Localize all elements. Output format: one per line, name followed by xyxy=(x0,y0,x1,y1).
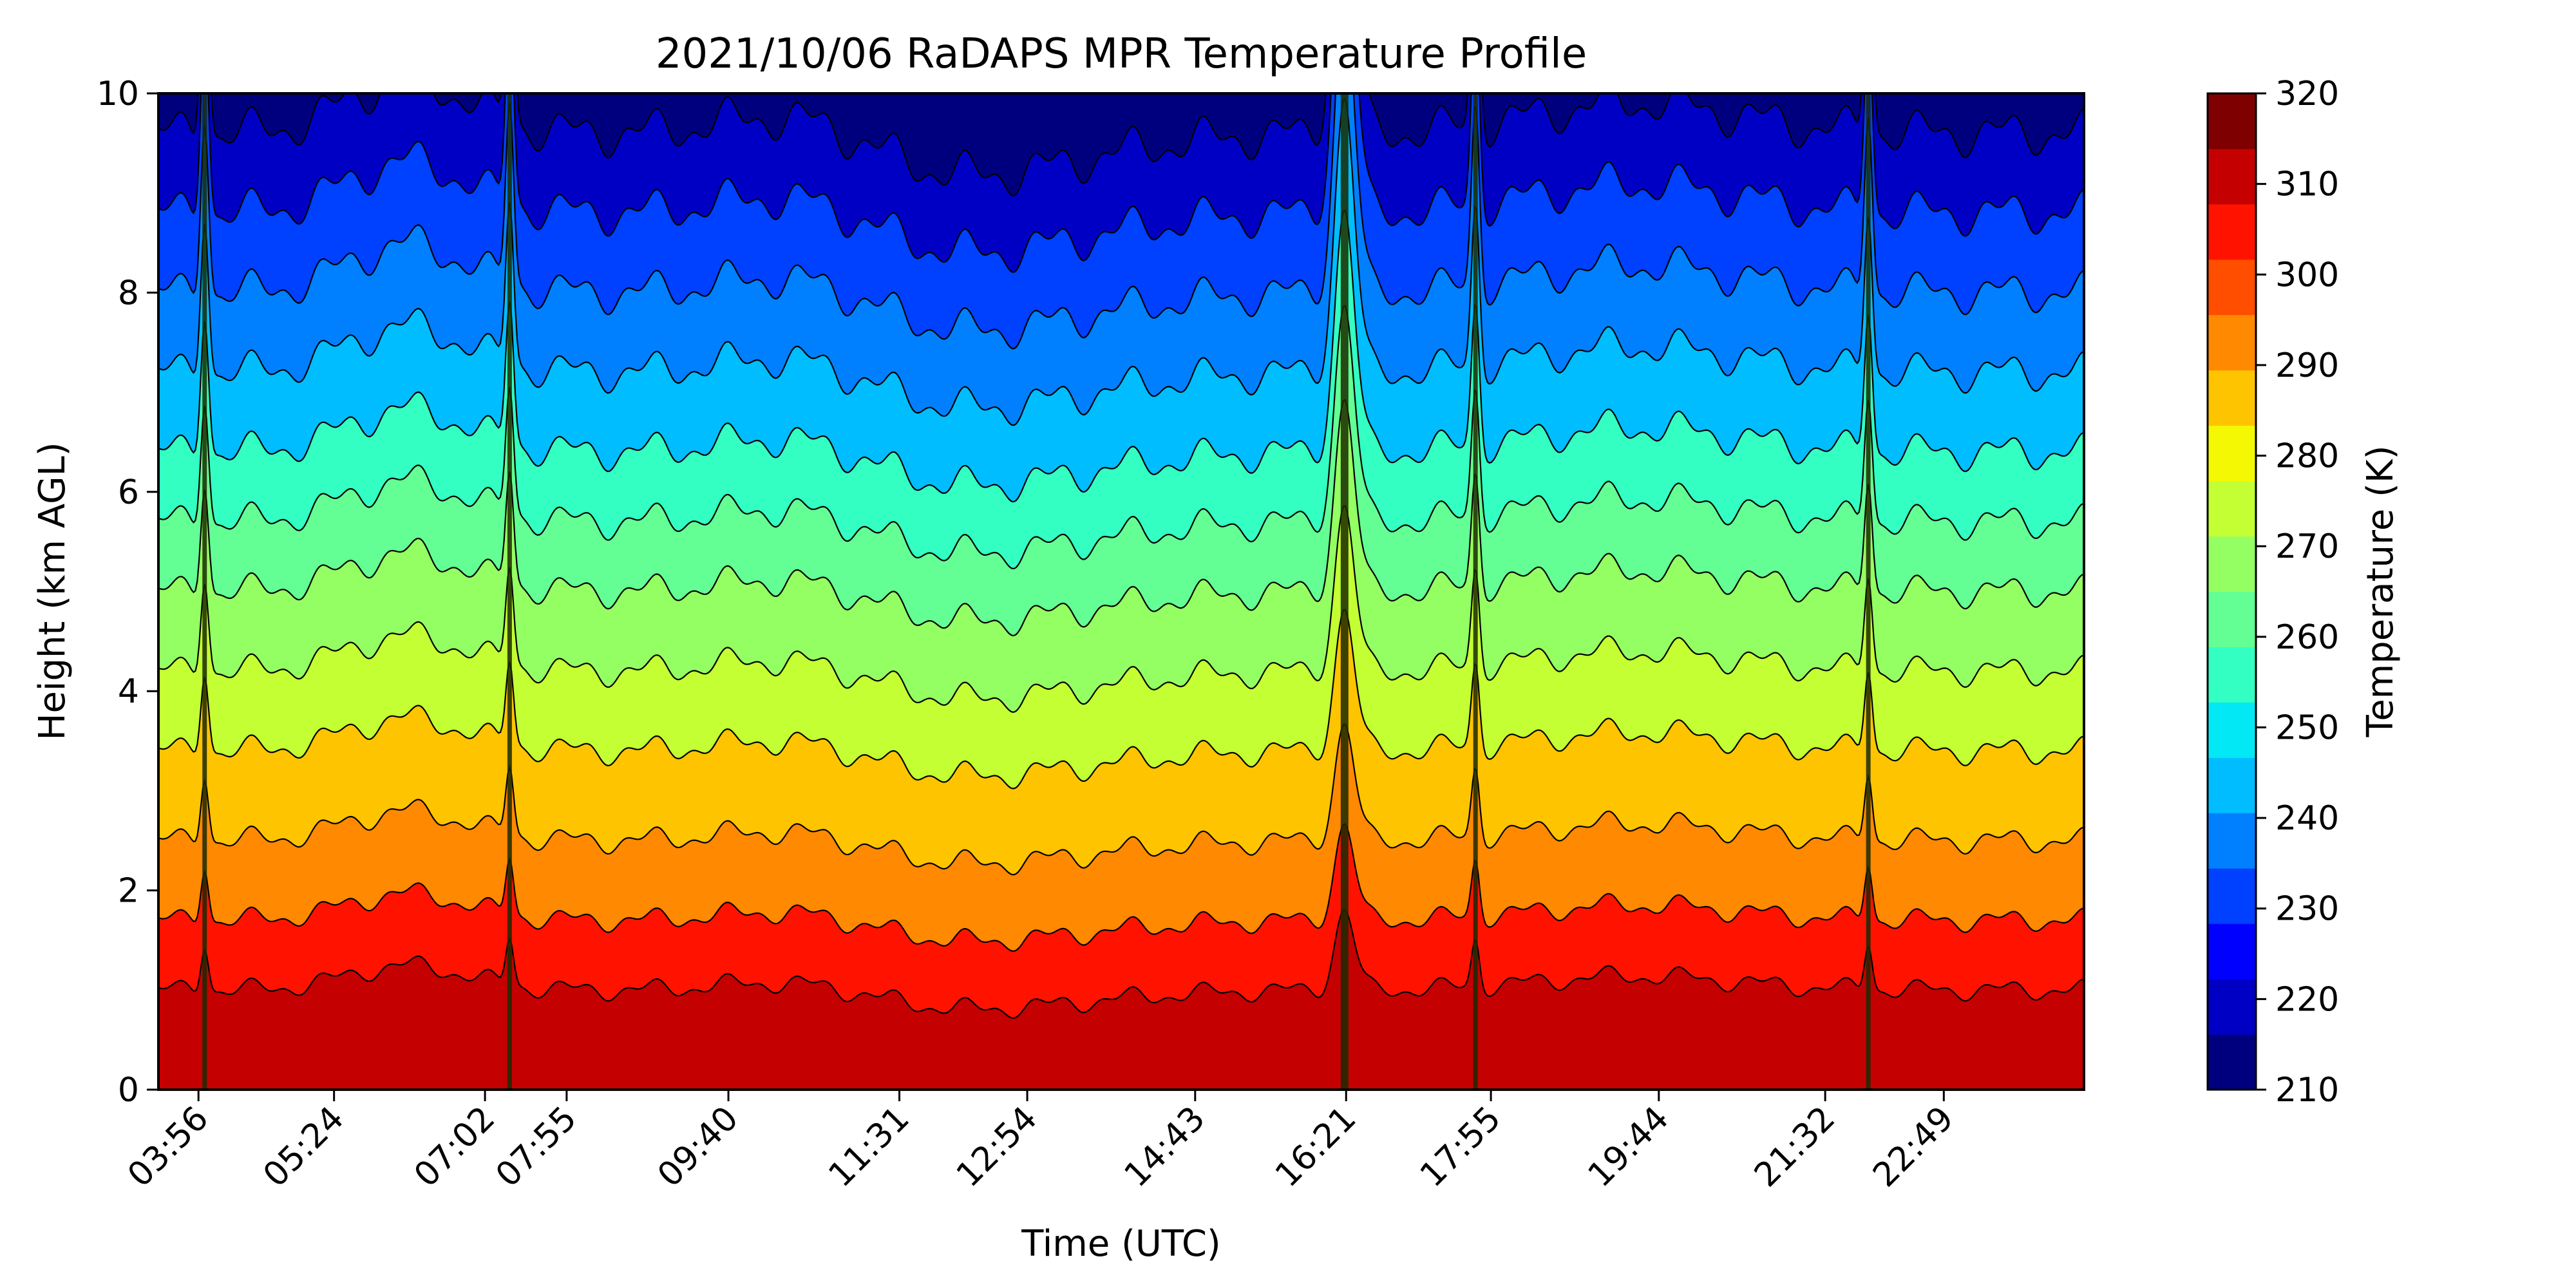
colorbar-segment xyxy=(2208,923,2256,980)
colorbar-segment xyxy=(2208,757,2256,813)
contour-line xyxy=(158,723,2083,876)
colorbar-tick-label: 240 xyxy=(2275,799,2339,838)
contour-line xyxy=(158,909,2083,1019)
colorbar-tick-label: 300 xyxy=(2275,256,2339,294)
colorbar-tick-label: 320 xyxy=(2275,75,2339,113)
x-tick-label: 09:40 xyxy=(650,1099,746,1195)
x-tick-label: 07:55 xyxy=(489,1099,584,1195)
x-tick-label: 19:44 xyxy=(1581,1099,1676,1195)
contour-band xyxy=(158,724,2083,951)
contour-band xyxy=(158,99,2083,502)
colorbar-label: Temperature (K) xyxy=(2360,446,2401,738)
spike-band xyxy=(202,93,207,1090)
x-tick-label: 07:02 xyxy=(407,1099,502,1195)
colorbar-tick-label: 290 xyxy=(2275,346,2339,385)
contour-band xyxy=(158,506,2083,789)
colorbar-tick-label: 310 xyxy=(2275,166,2339,204)
y-tick-label: 4 xyxy=(118,672,139,711)
spike-band xyxy=(1340,93,1349,1090)
contour-band xyxy=(158,93,2083,426)
y-tick-label: 10 xyxy=(97,75,139,113)
colorbar-tick-label: 280 xyxy=(2275,437,2339,476)
x-tick-label: 16:21 xyxy=(1268,1099,1363,1195)
contour-line xyxy=(158,98,2083,426)
x-tick-label: 03:56 xyxy=(120,1099,216,1195)
contour-line xyxy=(158,93,2083,196)
contour-band xyxy=(158,93,2083,272)
colorbar-segment xyxy=(2208,591,2256,647)
contour-line xyxy=(158,609,2083,790)
y-tick-label: 0 xyxy=(118,1071,139,1110)
contour-band xyxy=(158,210,2083,569)
colorbar-segment xyxy=(2208,93,2256,149)
x-tick-label: 05:24 xyxy=(256,1099,351,1195)
contour-line xyxy=(158,305,2083,570)
contour-band xyxy=(158,609,2083,875)
x-tick-label: 12:54 xyxy=(949,1099,1045,1195)
y-tick-label: 8 xyxy=(118,274,139,312)
contour-line xyxy=(158,93,2083,350)
colorbar-tick-label: 260 xyxy=(2275,618,2339,657)
contour-line xyxy=(158,93,2083,273)
contour-line xyxy=(158,823,2083,952)
colorbar-tick-label: 250 xyxy=(2275,708,2339,747)
colorbar-segment xyxy=(2208,370,2256,426)
colorbar-tick-label: 220 xyxy=(2275,980,2339,1019)
colorbar-segment xyxy=(2208,425,2256,482)
colorbar-frame xyxy=(2206,92,2257,1091)
colorbar-segment xyxy=(2208,868,2256,924)
chart-title: 2021/10/06 RaDAPS MPR Temperature Profil… xyxy=(656,30,1587,78)
colorbar-segment xyxy=(2208,259,2256,316)
colorbar-segment xyxy=(2208,979,2256,1035)
contour-band xyxy=(158,400,2083,712)
contour-line xyxy=(158,209,2083,503)
x-tick-label: 11:31 xyxy=(821,1099,916,1195)
contour-line xyxy=(158,505,2083,713)
spike-band xyxy=(1473,93,1478,1090)
y-axis: 0 2 4 6 8 10 xyxy=(97,75,158,1110)
x-axis-label: Time (UTC) xyxy=(1021,1223,1221,1265)
colorbar-segment xyxy=(2208,702,2256,758)
colorbar-segment xyxy=(2208,1034,2256,1090)
x-tick-label: 17:55 xyxy=(1413,1099,1508,1195)
colorbar-segment xyxy=(2208,314,2256,371)
colorbar-segment xyxy=(2208,148,2256,205)
contour-band xyxy=(158,909,2083,1090)
colorbar-segment xyxy=(2208,647,2256,703)
colorbar-segment xyxy=(2208,536,2256,592)
spike-band xyxy=(507,93,512,1090)
colorbar-segment xyxy=(2208,480,2256,537)
x-tick-label: 22:49 xyxy=(1866,1099,1961,1195)
contour-band xyxy=(158,93,2083,349)
colorbar-segment xyxy=(2208,813,2256,869)
plot-area xyxy=(158,93,2084,1090)
y-tick-label: 2 xyxy=(118,872,139,911)
y-tick-label: 6 xyxy=(118,473,139,512)
colorbar-segment xyxy=(2208,204,2256,260)
contour-line xyxy=(158,399,2083,637)
spike-band xyxy=(1866,93,1871,1090)
plot-frame xyxy=(157,92,2085,1091)
x-tick-label: 14:43 xyxy=(1117,1099,1213,1195)
contour-band xyxy=(158,305,2083,636)
x-tick-label: 21:32 xyxy=(1747,1099,1842,1195)
colorbar-tick-label: 230 xyxy=(2275,890,2339,929)
colorbar: 210 220 230 240 250 260 270 280 290 300 310 320 xyxy=(2206,75,2339,1110)
y-axis-label: Height (km AGL) xyxy=(32,442,73,740)
colorbar-tick-label: 270 xyxy=(2275,527,2339,566)
colorbar-tick-label: 210 xyxy=(2275,1071,2339,1110)
